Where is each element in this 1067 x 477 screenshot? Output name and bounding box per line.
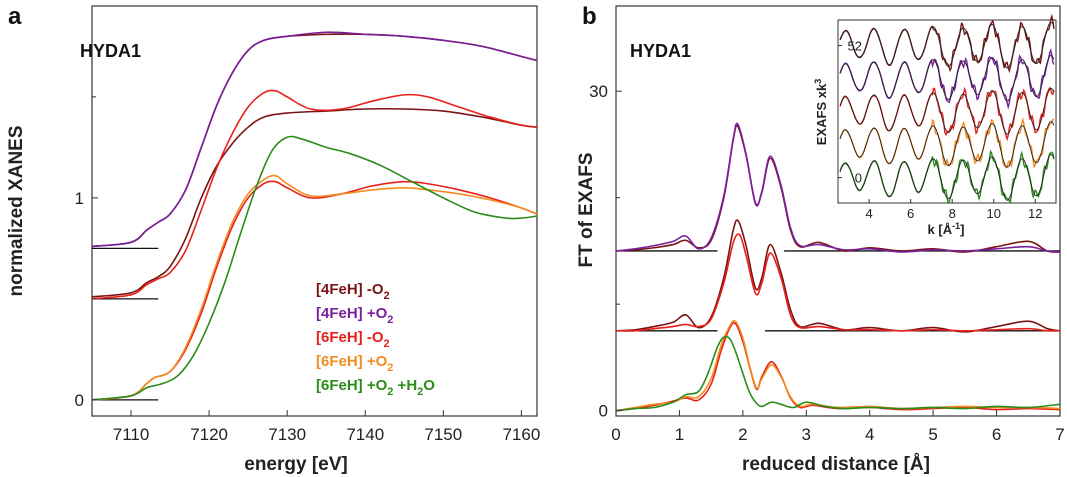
panel-b-inset: 4 6 8 10 12 0 52 k [Å-1] EXAFS xk3 [813, 13, 1057, 237]
panel-b-plot-frame [615, 5, 1061, 417]
panel-a-series-line-1 [91, 33, 538, 248]
panel-b-y-tick-label: 0 [599, 402, 608, 421]
legend-entry-1: [4FeH] -O2 [316, 281, 390, 302]
panel-a-x-tick-label: 7160 [502, 425, 540, 444]
legend-subscript: 2 [387, 362, 393, 374]
panel-a-y-axis: 01 [75, 96, 98, 410]
inset-y-tick-label: 0 [855, 171, 862, 186]
inset-series [839, 13, 1055, 203]
panel-b-x-tick-label: 2 [738, 425, 747, 444]
legend-label: [4FeH] -O [316, 281, 384, 298]
panel-b-letter: b [582, 3, 597, 30]
panel-a-series-line-2 [91, 31, 538, 248]
legend-subscript-2: 2 [417, 386, 423, 398]
panel-a-x-axis-title: energy [eV] [244, 454, 347, 475]
panel-b-y-tick-label: 30 [589, 82, 608, 101]
panel-a-letter: a [8, 3, 22, 30]
legend-label: [4FeH] +O [316, 305, 388, 322]
panel-b-x-tick-label: 4 [865, 425, 874, 444]
panel-b-baselines [616, 250, 1060, 332]
panel-a-x-axis: 7110 7120 7130 7140 7150 7160 [113, 410, 540, 444]
inset-x-tick-label: 12 [1028, 206, 1042, 221]
panel-a-x-tick-label: 7120 [190, 425, 228, 444]
panel-a-y-tick-label: 1 [75, 189, 84, 208]
panel-b-series-line-4 [615, 233, 1061, 332]
panel-a-series-line-6 [91, 174, 538, 401]
panel-a-series-line-4 [91, 89, 538, 300]
inset-y-axis-title: EXAFS xk3 [813, 79, 829, 145]
inset-fit-line-4 [839, 121, 1055, 168]
panel-a-baselines [92, 247, 159, 401]
inset-y-tick-label: 52 [848, 38, 862, 53]
legend-entry-4: [6FeH] +O2 [316, 353, 393, 374]
panel-a-series-line-5 [91, 180, 538, 401]
panel-b-series-line-5 [615, 322, 1061, 412]
panel-a-y-tick-label: 0 [75, 391, 84, 410]
panel-b-sample-label: HYDA1 [630, 41, 691, 61]
panel-a-x-tick-label: 7110 [113, 425, 150, 444]
inset-fit-line-5 [839, 153, 1055, 201]
panel-a-plot-frame [91, 5, 538, 417]
panel-b-x-axis: 0 1 2 3 4 5 6 7 [611, 410, 1065, 444]
panel-b-x-axis-title: reduced distance [Å] [742, 454, 930, 475]
inset-x-tick-label: 8 [949, 206, 956, 221]
legend-entry-5: [6FeH] +O2 +H2O [316, 377, 435, 398]
inset-fit-line-2 [839, 54, 1055, 102]
inset-x-tick-label: 4 [866, 206, 873, 221]
panel-a-sample-label: HYDA1 [80, 41, 141, 61]
inset-frame [837, 19, 1057, 204]
inset-fit-line-1 [839, 21, 1055, 69]
panel-a-legend: [4FeH] -O2[4FeH] +O2[6FeH] -O2[6FeH] +O2… [316, 281, 435, 398]
panel-b-x-tick-label: 0 [611, 425, 620, 444]
inset-x-axis: 4 6 8 10 12 [866, 199, 1042, 221]
panel-a-x-tick-label: 7130 [268, 425, 306, 444]
panel-b-x-tick-label: 1 [675, 425, 684, 444]
panel-b-x-tick-label: 6 [992, 425, 1001, 444]
legend-subscript: 2 [387, 386, 393, 398]
panel-b-y-axis-title: FT of EXAFS [576, 152, 597, 267]
legend-tail: +H [393, 377, 417, 394]
panel-a-series [91, 31, 538, 401]
panel-a-series-line-3 [91, 107, 538, 298]
legend-entry-2: [4FeH] +O2 [316, 305, 393, 326]
panel-a: a HYDA1 7110 7120 7130 7140 7150 7160 01 ener… [6, 3, 540, 475]
inset-x-tick-label: 6 [907, 206, 914, 221]
panel-b-x-tick-label: 3 [802, 425, 811, 444]
legend-label: [6FeH] +O [316, 377, 388, 394]
panel-a-y-axis-title: normalized XANES [6, 125, 27, 296]
legend-label: [6FeH] +O [316, 353, 388, 370]
panel-b-y-axis: 0 30 [589, 82, 622, 421]
legend-entry-3: [6FeH] -O2 [316, 329, 390, 350]
legend-subscript: 2 [384, 338, 390, 350]
panel-a-x-tick-label: 7150 [424, 425, 462, 444]
panel-a-x-tick-label: 7140 [346, 425, 384, 444]
panel-b-series-line-7 [615, 335, 1061, 412]
legend-tail-2: O [423, 377, 435, 394]
legend-subscript: 2 [387, 314, 393, 326]
legend-subscript: 2 [384, 290, 390, 302]
panel-b-series-line-2 [615, 122, 1061, 253]
panel-b-x-tick-label: 7 [1055, 425, 1064, 444]
inset-y-axis: 0 52 [838, 38, 862, 186]
panel-b-series [615, 122, 1061, 412]
legend-label: [6FeH] -O [316, 329, 384, 346]
panel-b-x-tick-label: 5 [928, 425, 937, 444]
inset-fit-line-3 [839, 88, 1055, 135]
panel-a-series-line-7 [91, 135, 538, 401]
inset-x-tick-label: 10 [986, 206, 1000, 221]
inset-x-axis-title: k [Å-1] [928, 221, 965, 237]
